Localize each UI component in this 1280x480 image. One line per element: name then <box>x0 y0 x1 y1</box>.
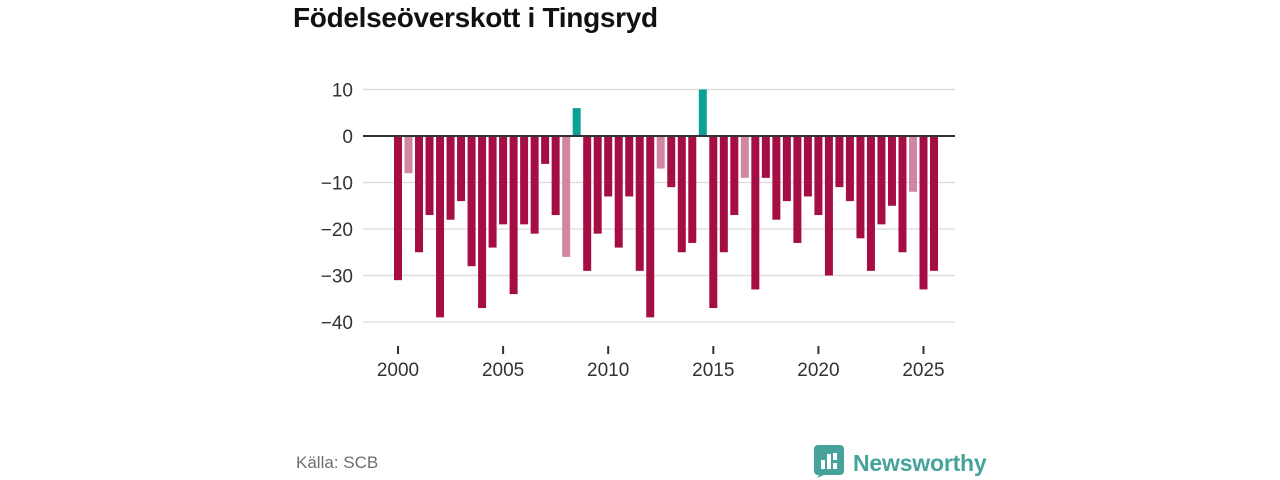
bar <box>677 137 686 253</box>
bar <box>740 137 749 178</box>
bar <box>667 137 676 188</box>
bar <box>488 137 497 248</box>
bar <box>709 137 718 309</box>
y-axis-tick-label: −10 <box>321 174 353 195</box>
x-axis-tick-label: 2020 <box>797 360 839 381</box>
bar <box>751 137 760 290</box>
bar <box>845 137 854 202</box>
x-axis-tick-label: 2000 <box>377 360 419 381</box>
bar <box>562 137 571 257</box>
bar <box>761 137 770 178</box>
bar <box>509 137 518 295</box>
bar <box>814 137 823 216</box>
x-axis-tick-label: 2005 <box>482 360 524 381</box>
bar <box>919 137 928 290</box>
bar <box>646 137 655 318</box>
bar <box>520 137 529 225</box>
bar <box>856 137 865 239</box>
bar <box>877 137 886 225</box>
bar <box>730 137 739 216</box>
bar <box>688 137 697 243</box>
bar <box>404 137 413 174</box>
bar <box>436 137 445 318</box>
bar <box>604 137 613 197</box>
bar <box>572 108 581 135</box>
bar <box>930 137 939 271</box>
x-axis-tick-label: 2015 <box>692 360 734 381</box>
bar <box>824 137 833 276</box>
bar <box>793 137 802 243</box>
y-axis-tick-label: −30 <box>321 267 353 288</box>
bar <box>583 137 592 271</box>
chart-title: Födelseöverskott i Tingsryd <box>293 2 658 33</box>
bar <box>415 137 424 253</box>
bar <box>499 137 508 225</box>
x-axis-tick-label: 2025 <box>902 360 944 381</box>
newsworthy-logo-icon <box>813 444 845 480</box>
y-axis-tick-label: 0 <box>342 127 353 148</box>
brand-footer: Newsworthy <box>813 444 987 480</box>
bar <box>698 89 707 135</box>
y-axis-tick-label: −20 <box>321 220 353 241</box>
bar <box>782 137 791 202</box>
bar <box>425 137 434 216</box>
bar <box>908 137 917 192</box>
source-note: Källa: SCB <box>296 453 379 472</box>
y-axis-tick-label: 10 <box>332 81 353 102</box>
bar <box>457 137 466 202</box>
y-axis-tick-label: −40 <box>321 313 353 334</box>
bar <box>772 137 781 220</box>
x-axis-tick-label: 2010 <box>587 360 629 381</box>
bar <box>467 137 476 267</box>
bar <box>394 137 402 281</box>
bar <box>719 137 728 253</box>
bar <box>635 137 644 271</box>
bar <box>446 137 455 220</box>
bar <box>803 137 812 197</box>
bar <box>593 137 602 234</box>
bar <box>898 137 907 253</box>
bar <box>478 137 487 309</box>
bar <box>541 137 550 164</box>
bar <box>530 137 539 234</box>
bar <box>835 137 844 188</box>
bar <box>887 137 896 206</box>
bar <box>866 137 875 271</box>
bar <box>614 137 623 248</box>
brand-name: Newsworthy <box>853 450 987 476</box>
bar <box>625 137 634 197</box>
bar <box>551 137 560 216</box>
bar <box>656 137 665 169</box>
